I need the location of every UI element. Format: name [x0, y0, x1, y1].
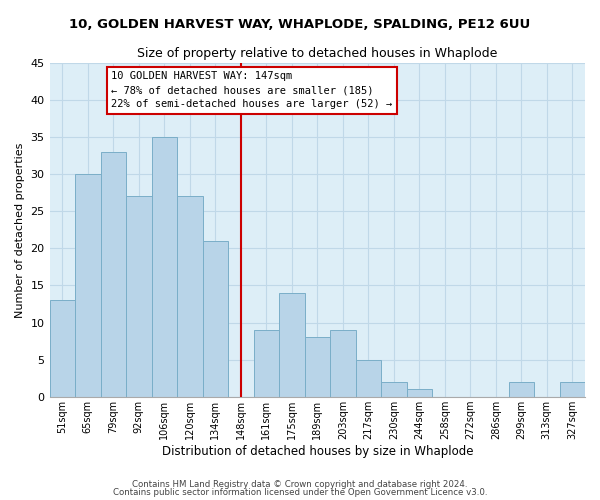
Bar	[254, 330, 279, 396]
Y-axis label: Number of detached properties: Number of detached properties	[15, 142, 25, 318]
Bar	[126, 196, 152, 396]
Bar	[560, 382, 585, 396]
Text: Contains public sector information licensed under the Open Government Licence v3: Contains public sector information licen…	[113, 488, 487, 497]
Bar	[152, 137, 177, 396]
Bar	[330, 330, 356, 396]
Bar	[407, 390, 432, 396]
Bar	[509, 382, 534, 396]
Text: 10, GOLDEN HARVEST WAY, WHAPLODE, SPALDING, PE12 6UU: 10, GOLDEN HARVEST WAY, WHAPLODE, SPALDI…	[70, 18, 530, 30]
Bar	[381, 382, 407, 396]
X-axis label: Distribution of detached houses by size in Whaplode: Distribution of detached houses by size …	[161, 444, 473, 458]
Bar	[279, 293, 305, 397]
Bar	[101, 152, 126, 396]
Bar	[305, 338, 330, 396]
Bar	[177, 196, 203, 396]
Title: Size of property relative to detached houses in Whaplode: Size of property relative to detached ho…	[137, 48, 497, 60]
Bar	[50, 300, 75, 396]
Bar	[75, 174, 101, 396]
Text: Contains HM Land Registry data © Crown copyright and database right 2024.: Contains HM Land Registry data © Crown c…	[132, 480, 468, 489]
Bar	[203, 241, 228, 396]
Bar	[356, 360, 381, 397]
Text: 10 GOLDEN HARVEST WAY: 147sqm
← 78% of detached houses are smaller (185)
22% of : 10 GOLDEN HARVEST WAY: 147sqm ← 78% of d…	[111, 72, 392, 110]
